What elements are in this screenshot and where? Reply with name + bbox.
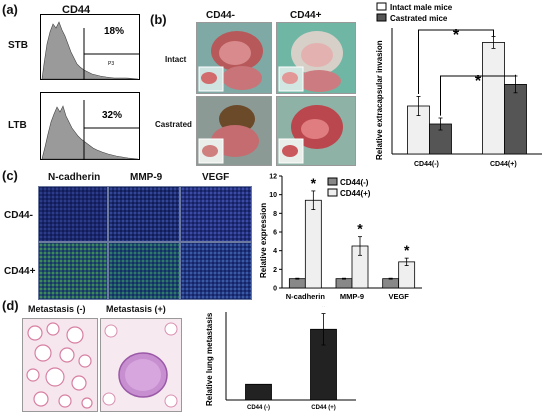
x-tick-label: CD44 (-)	[247, 405, 270, 411]
bar	[504, 84, 527, 155]
bar	[245, 383, 272, 401]
y-tick-label: 10	[269, 192, 277, 199]
col-label-cd44-neg: CD44-	[206, 10, 235, 21]
panel-a-title: CD44	[62, 4, 91, 16]
photo-castrated-cd44-pos	[276, 96, 356, 166]
legend-swatch-castrated	[376, 13, 387, 22]
row-label-stb: STB	[8, 40, 28, 51]
y-tick-label: 12	[269, 174, 277, 181]
significance-star: *	[475, 73, 482, 90]
x-tick-label: CD44 (+)	[311, 405, 336, 411]
significance-star: *	[453, 27, 460, 44]
bar	[482, 42, 505, 155]
ltb-percent: 32%	[102, 110, 122, 121]
col-label-mmp9: MMP-9	[130, 172, 163, 183]
panel-d-letter: (d)	[2, 298, 19, 313]
significance-bracket	[440, 74, 516, 116]
if-image-vegf-pos	[180, 242, 252, 300]
photo-intact-cd44-pos	[276, 22, 356, 94]
row-label-c-cd44-pos: CD44+	[4, 266, 36, 277]
legend-label-castrated: Castrated mice	[390, 14, 448, 23]
row-label-castrated: Castrated	[155, 120, 192, 129]
if-image-mmp9-pos	[108, 242, 180, 300]
row-label-ltb: LTB	[8, 120, 27, 131]
significance-star: *	[311, 175, 317, 191]
col-label-metastasis-pos: Metastasis (+)	[106, 304, 166, 314]
stb-percent: 18%	[104, 26, 124, 37]
col-label-ncadherin: N-cadherin	[48, 172, 101, 183]
significance-bracket	[418, 29, 494, 94]
chart-d-ylabel: Relative lung metastasis	[205, 312, 214, 406]
significance-star: *	[321, 306, 327, 314]
panel-a-letter: (a)	[2, 2, 18, 17]
x-tick-label: MMP-9	[340, 292, 364, 301]
chart-b-xtick-0: CD44(-)	[414, 161, 439, 168]
y-tick-label: 4	[273, 248, 277, 255]
col-label-cd44-pos: CD44+	[290, 10, 322, 21]
legend-swatch-c-neg	[327, 177, 338, 186]
flow-histogram-ltb: 32%	[40, 92, 140, 160]
legend-label-c-pos: CD44(+)	[340, 189, 371, 198]
bar	[382, 278, 400, 289]
legend-swatch-intact	[376, 2, 387, 11]
chart-d-plot: CD44 (-) * CD44 (+)	[225, 306, 356, 411]
legend-label-c-neg: CD44(-)	[340, 178, 369, 187]
stb-gate-label: P3	[108, 61, 114, 67]
photo-castrated-cd44-neg	[196, 96, 272, 166]
if-image-mmp9-neg	[108, 186, 180, 242]
chart-b: Relative extracapsular invasion ** Intac…	[375, 2, 542, 168]
row-label-c-cd44-neg: CD44-	[4, 210, 33, 221]
flow-histogram-stb: 18% P3	[40, 14, 140, 80]
photo-intact-cd44-neg	[196, 22, 272, 94]
legend-label-intact: Intact male mice	[390, 3, 453, 12]
bar	[335, 278, 353, 289]
y-tick-label: 8	[273, 211, 277, 218]
panel-b-letter: (b)	[150, 12, 167, 27]
row-label-intact: Intact	[165, 55, 187, 64]
chart-c: Relative expression 0 2 4 6 8 10 12 * N-cadherin…	[259, 174, 422, 301]
panel-c-letter: (c)	[2, 168, 18, 183]
if-image-ncadherin-neg	[38, 186, 108, 242]
chart-c-plot: 0 2 4 6 8 10 12 * N-cadherin * MMP-9 * VEGF	[269, 174, 422, 301]
if-image-ncadherin-pos	[38, 242, 108, 300]
chart-c-ylabel: Relative expression	[259, 203, 268, 278]
y-tick-label: 2	[273, 267, 277, 274]
chart-b-ylabel: Relative extracapsular invasion	[375, 40, 384, 160]
histology-metastasis-neg	[22, 318, 98, 412]
significance-star: *	[404, 242, 410, 258]
bar	[288, 278, 306, 289]
chart-b-xtick-1: CD44(+)	[490, 161, 517, 168]
y-tick-label: 0	[273, 286, 277, 293]
histology-metastasis-pos	[100, 318, 182, 412]
y-tick-label: 6	[273, 230, 277, 237]
significance-star: *	[357, 221, 363, 237]
col-label-vegf: VEGF	[202, 172, 230, 183]
chart-d: Relative lung metastasis CD44 (-)*CD44 (…	[205, 306, 356, 411]
chart-b-plot: **	[391, 27, 542, 155]
x-tick-label: N-cadherin	[286, 292, 326, 301]
x-tick-label: VEGF	[388, 292, 409, 301]
if-image-vegf-neg	[180, 186, 252, 242]
legend-swatch-c-pos	[327, 188, 338, 197]
bar	[304, 199, 322, 289]
col-label-metastasis-neg: Metastasis (-)	[28, 304, 86, 314]
